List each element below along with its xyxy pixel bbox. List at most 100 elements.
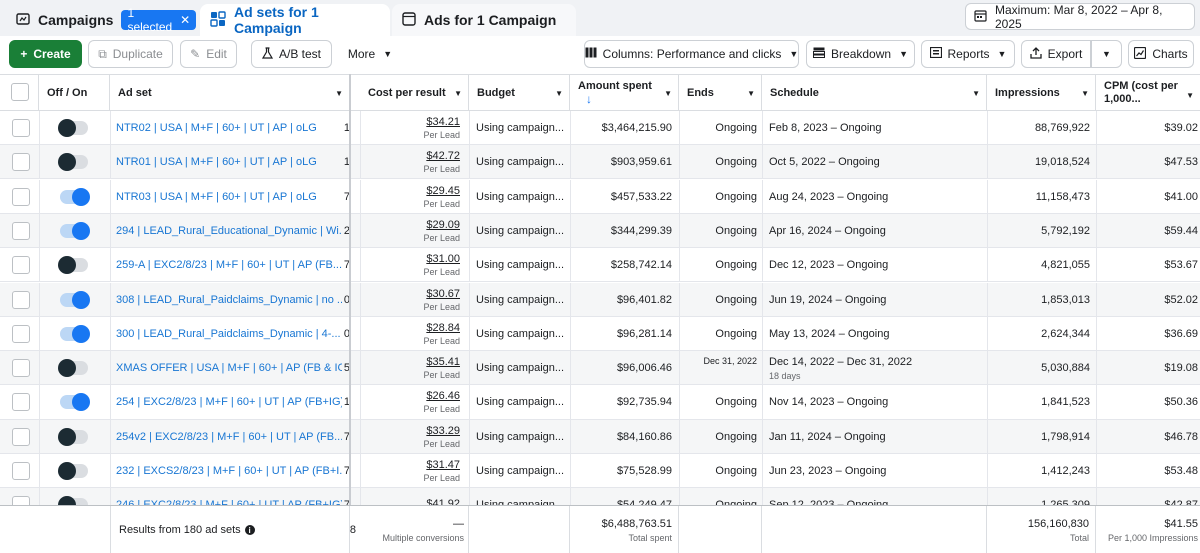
cost-per-result-value[interactable]: $35.41 [426,356,460,369]
tab-campaigns[interactable]: Campaigns 1 selected ✕ [6,4,197,36]
caret-down-icon: ▼ [1186,91,1194,100]
on-off-toggle[interactable] [60,324,90,343]
header-cost-per-result[interactable]: Cost per result ▼ [360,75,469,111]
column-divider [110,111,111,145]
ends-value: Ongoing [715,224,757,237]
ad-set-name-link[interactable]: 259-A | EXC2/8/23 | M+F | 60+ | UT | AP … [116,259,342,272]
row-checkbox[interactable] [12,221,30,240]
table-row[interactable]: NTR02 | USA | M+F | 60+ | UT | AP | oLG 1… [0,111,1200,146]
reports-button[interactable]: Reports ▼ [921,40,1015,68]
ad-set-name-link[interactable]: 254 | EXC2/8/23 | M+F | 60+ | UT | AP (F… [116,396,342,409]
export-button[interactable]: Export [1021,40,1091,68]
create-button[interactable]: + Create [9,40,82,68]
row-checkbox[interactable] [12,290,30,309]
table-row[interactable]: NTR03 | USA | M+F | 60+ | UT | AP | oLG 7… [0,179,1200,214]
on-off-toggle[interactable] [58,153,88,172]
select-all-checkbox[interactable] [11,83,29,101]
cost-per-result-value[interactable]: $42.72 [426,150,460,163]
on-off-toggle[interactable] [60,221,90,240]
breakdown-button[interactable]: Breakdown ▼ [806,40,915,68]
more-button[interactable]: More ▼ [340,40,400,68]
ad-set-name-link[interactable]: XMAS OFFER | USA | M+F | 60+ | AP (FB & … [116,362,342,375]
on-off-toggle[interactable] [60,187,90,206]
header-amount-spent[interactable]: Amount spent ↓ ▼ [570,75,679,111]
column-divider [987,145,988,180]
date-range-label: Maximum: Mar 8, 2022 – Apr 8, 2025 [995,2,1163,31]
header-schedule[interactable]: Schedule ▼ [762,75,987,111]
row-checkbox[interactable] [12,359,30,378]
table-row[interactable]: 232 | EXCS2/8/23 | M+F | 60+ | UT | AP (… [0,454,1200,489]
on-off-toggle[interactable] [58,256,88,275]
ad-set-name-link[interactable]: 294 | LEAD_Rural_Educational_Dynamic | W… [116,224,342,237]
row-checkbox[interactable] [12,324,30,343]
row-checkbox[interactable] [12,427,30,446]
cost-per-result-value[interactable]: $33.29 [426,424,460,437]
table-row[interactable]: NTR01 | USA | M+F | 60+ | UT | AP | oLG 1… [0,145,1200,180]
cost-per-result-value[interactable]: $26.46 [426,390,460,403]
on-off-toggle[interactable] [58,427,88,446]
ad-set-name-link[interactable]: 254v2 | EXC2/8/23 | M+F | 60+ | UT | AP … [116,430,342,443]
row-checkbox[interactable] [12,256,30,275]
ab-test-button[interactable]: A/B test [251,40,332,68]
duplicate-button[interactable]: ⧉ Duplicate [88,40,173,68]
frozen-column-divider [349,74,351,553]
cost-per-result-value[interactable]: $31.47 [426,459,460,471]
ad-set-name-link[interactable]: 308 | LEAD_Rural_Paidclaims_Dynamic | no… [116,293,342,306]
column-divider [987,282,988,317]
columns-button[interactable]: Columns: Performance and clicks ▼ [584,40,799,68]
cost-per-result-value[interactable]: $30.67 [426,287,460,300]
on-off-toggle[interactable] [60,290,90,309]
column-divider [762,179,763,214]
selected-chip[interactable]: 1 selected ✕ [121,6,197,34]
table-row[interactable]: 300 | LEAD_Rural_Paidclaims_Dynamic | 4-… [0,316,1200,351]
charts-label: Charts [1152,47,1188,61]
ad-set-name-link[interactable]: 232 | EXCS2/8/23 | M+F | 60+ | UT | AP (… [116,465,342,477]
info-icon[interactable]: i [244,525,255,535]
impressions-value: 4,821,055 [1041,259,1090,272]
cost-per-result-sub: Per Lead [423,438,460,449]
row-checkbox[interactable] [12,119,30,137]
edit-button[interactable]: ✎ Edit [180,40,237,68]
on-off-toggle[interactable] [58,119,88,137]
close-icon[interactable]: ✕ [180,13,191,27]
on-off-toggle[interactable] [60,393,90,412]
tab-ad-sets[interactable]: Ad sets for 1 Campaign [200,4,390,36]
header-ad-set[interactable]: Ad set ▼ [110,75,350,111]
cost-per-result-value[interactable]: $28.84 [426,321,460,334]
cost-per-result-value[interactable]: $31.00 [426,253,460,266]
table-row[interactable]: 259-A | EXC2/8/23 | M+F | 60+ | UT | AP … [0,248,1200,283]
cost-per-result-sub: Per Lead [423,301,460,312]
schedule-value: Jun 19, 2024 – Ongoing [769,283,983,317]
table-row[interactable]: 254 | EXC2/8/23 | M+F | 60+ | UT | AP (F… [0,385,1200,420]
ad-set-name-link[interactable]: NTR01 | USA | M+F | 60+ | UT | AP | oLG [116,156,317,169]
table-row[interactable]: XMAS OFFER | USA | M+F | 60+ | AP (FB & … [0,351,1200,386]
header-off-on[interactable]: Off / On [39,75,110,111]
header-impressions[interactable]: Impressions ▼ [987,75,1096,111]
charts-button[interactable]: Charts [1128,40,1194,68]
row-checkbox[interactable] [12,393,30,412]
cost-per-result-value[interactable]: $29.09 [426,218,460,231]
column-divider [360,316,361,351]
row-checkbox[interactable] [12,462,30,480]
header-budget[interactable]: Budget ▼ [469,75,570,111]
table-row[interactable]: 254v2 | EXC2/8/23 | M+F | 60+ | UT | AP … [0,419,1200,454]
cost-per-result-value[interactable]: $29.45 [426,184,460,197]
table-row[interactable]: 308 | LEAD_Rural_Paidclaims_Dynamic | no… [0,282,1200,317]
tab-ads[interactable]: Ads for 1 Campaign [392,4,576,36]
column-divider [39,111,40,145]
on-off-toggle[interactable] [58,462,88,480]
date-range-picker[interactable]: Maximum: Mar 8, 2022 – Apr 8, 2025 [965,2,1195,31]
export-dropdown-button[interactable]: ▼ [1091,40,1122,68]
ad-set-name-link[interactable]: NTR02 | USA | M+F | 60+ | UT | AP | oLG [116,122,317,134]
header-cpm[interactable]: CPM (cost per 1,000... ▼ [1096,75,1200,111]
column-divider [679,282,680,317]
header-ends[interactable]: Ends ▼ [679,75,762,111]
row-checkbox[interactable] [12,153,30,172]
table-row[interactable]: 294 | LEAD_Rural_Educational_Dynamic | W… [0,213,1200,249]
row-checkbox[interactable] [12,187,30,206]
ad-set-name-link[interactable]: 300 | LEAD_Rural_Paidclaims_Dynamic | 4-… [116,327,341,340]
ad-set-name-link[interactable]: NTR03 | USA | M+F | 60+ | UT | AP | oLG [116,190,317,203]
cost-per-result-value[interactable]: $34.21 [426,116,460,128]
on-off-toggle[interactable] [58,359,88,378]
reports-icon [929,46,942,61]
